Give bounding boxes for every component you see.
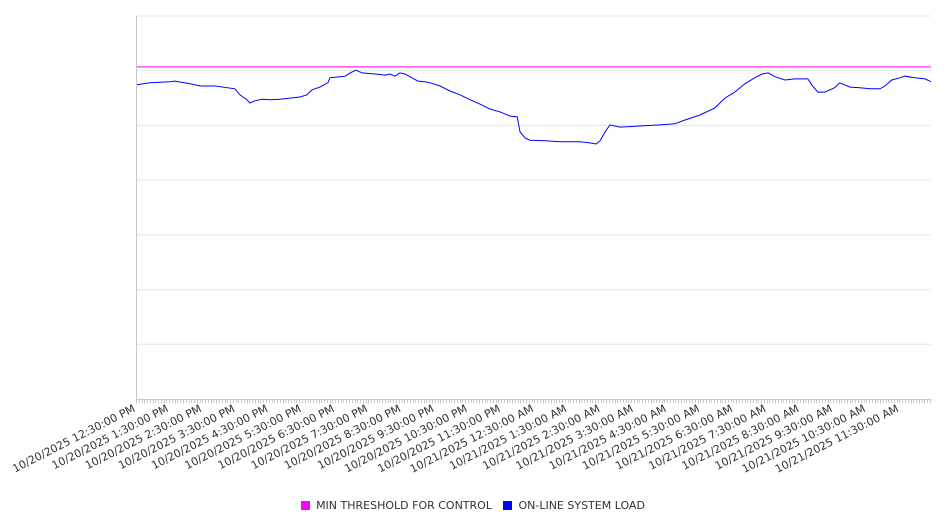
legend-label-threshold: MIN THRESHOLD FOR CONTROL: [316, 499, 492, 512]
gridlines: [136, 15, 931, 345]
legend-swatch-system-load: [503, 501, 513, 510]
legend-label-system-load: ON-LINE SYSTEM LOAD: [518, 499, 645, 512]
legend-item-system-load[interactable]: ON-LINE SYSTEM LOAD: [503, 499, 645, 512]
series-layer: [135, 66, 932, 145]
legend-item-threshold[interactable]: MIN THRESHOLD FOR CONTROL: [301, 499, 492, 512]
legend: MIN THRESHOLD FOR CONTROL ON-LINE SYSTEM…: [0, 499, 946, 513]
axes: [136, 16, 931, 400]
legend-swatch-threshold: [301, 501, 311, 510]
x-axis-ticks: [136, 399, 931, 403]
system-load-line: [135, 69, 932, 145]
